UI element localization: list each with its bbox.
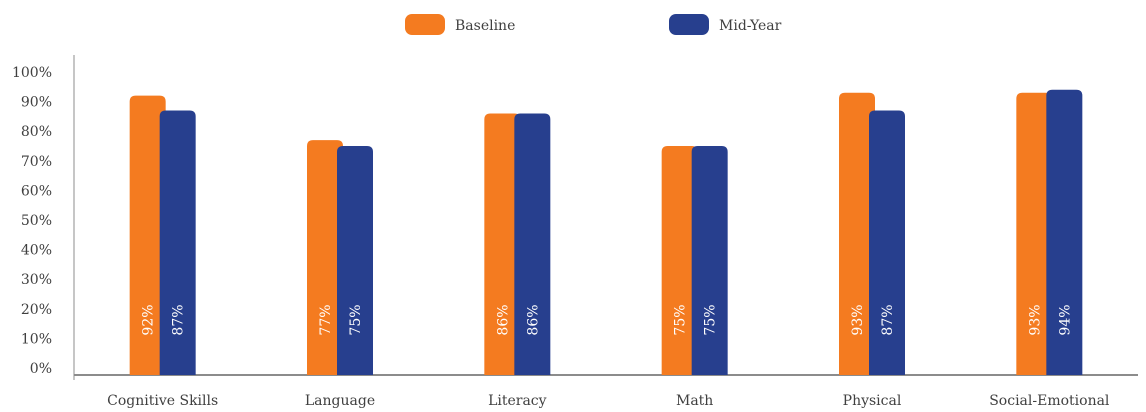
bar-mid-year bbox=[514, 113, 551, 375]
data-label-baseline: 92% bbox=[141, 304, 157, 335]
bar-baseline bbox=[1016, 92, 1053, 375]
data-label-baseline: 77% bbox=[318, 304, 334, 335]
data-label-baseline: 93% bbox=[850, 304, 866, 335]
y-tick-label: 50% bbox=[21, 213, 52, 229]
legend-label-mid-year: Mid-Year bbox=[719, 18, 782, 34]
x-category-label: Social-Emotional bbox=[989, 393, 1110, 408]
x-category-label: Physical bbox=[843, 393, 902, 408]
bar-baseline bbox=[839, 92, 875, 375]
bar-mid-year bbox=[159, 110, 196, 375]
y-tick-label: 0% bbox=[30, 361, 52, 377]
y-tick-label: 60% bbox=[21, 183, 52, 199]
x-axis: Cognitive Skills Language Literacy Math Phys… bbox=[74, 374, 1138, 409]
bar-mid-year bbox=[869, 110, 905, 375]
bar-mid-year bbox=[1046, 89, 1083, 375]
bar-mid-year bbox=[337, 146, 373, 375]
bars: 92% 87% 77% 75% 86% 86% 75% 75% 93% 87% 93% 94% bbox=[129, 89, 1083, 376]
bar-baseline bbox=[307, 140, 343, 375]
data-label-baseline: 86% bbox=[495, 304, 511, 335]
bar-mid-year bbox=[691, 146, 728, 375]
bar-baseline bbox=[661, 146, 698, 375]
y-tick-label: 30% bbox=[21, 272, 52, 288]
x-category-label: Math bbox=[676, 393, 713, 408]
x-category-label: Literacy bbox=[488, 393, 547, 408]
data-label-mid-year: 75% bbox=[348, 304, 364, 335]
y-tick-label: 20% bbox=[21, 302, 52, 318]
y-tick-label: 10% bbox=[21, 331, 52, 347]
y-tick-label: 80% bbox=[21, 124, 52, 140]
data-label-baseline: 75% bbox=[673, 304, 689, 335]
legend-swatch-mid-year bbox=[669, 14, 709, 35]
legend: Baseline Mid-Year bbox=[405, 14, 782, 35]
data-label-mid-year: 87% bbox=[171, 304, 187, 335]
legend-swatch-baseline bbox=[405, 14, 445, 35]
data-label-mid-year: 87% bbox=[880, 304, 896, 335]
x-category-label: Language bbox=[305, 393, 375, 408]
data-label-baseline: 93% bbox=[1027, 304, 1043, 335]
data-label-mid-year: 86% bbox=[525, 304, 541, 335]
y-tick-label: 40% bbox=[21, 243, 52, 259]
y-tick-label: 70% bbox=[21, 154, 52, 170]
bar-baseline bbox=[484, 113, 521, 375]
x-category-label: Cognitive Skills bbox=[107, 393, 218, 408]
y-tick-label: 90% bbox=[21, 95, 52, 111]
data-label-mid-year: 94% bbox=[1057, 304, 1073, 335]
y-axis: 0% 10% 20% 30% 40% 50% 60% 70% 80% 90% 100% bbox=[12, 55, 75, 380]
y-tick-label: 100% bbox=[12, 65, 52, 81]
legend-label-baseline: Baseline bbox=[455, 18, 515, 34]
bar-baseline bbox=[129, 95, 166, 376]
data-label-mid-year: 75% bbox=[703, 304, 719, 335]
